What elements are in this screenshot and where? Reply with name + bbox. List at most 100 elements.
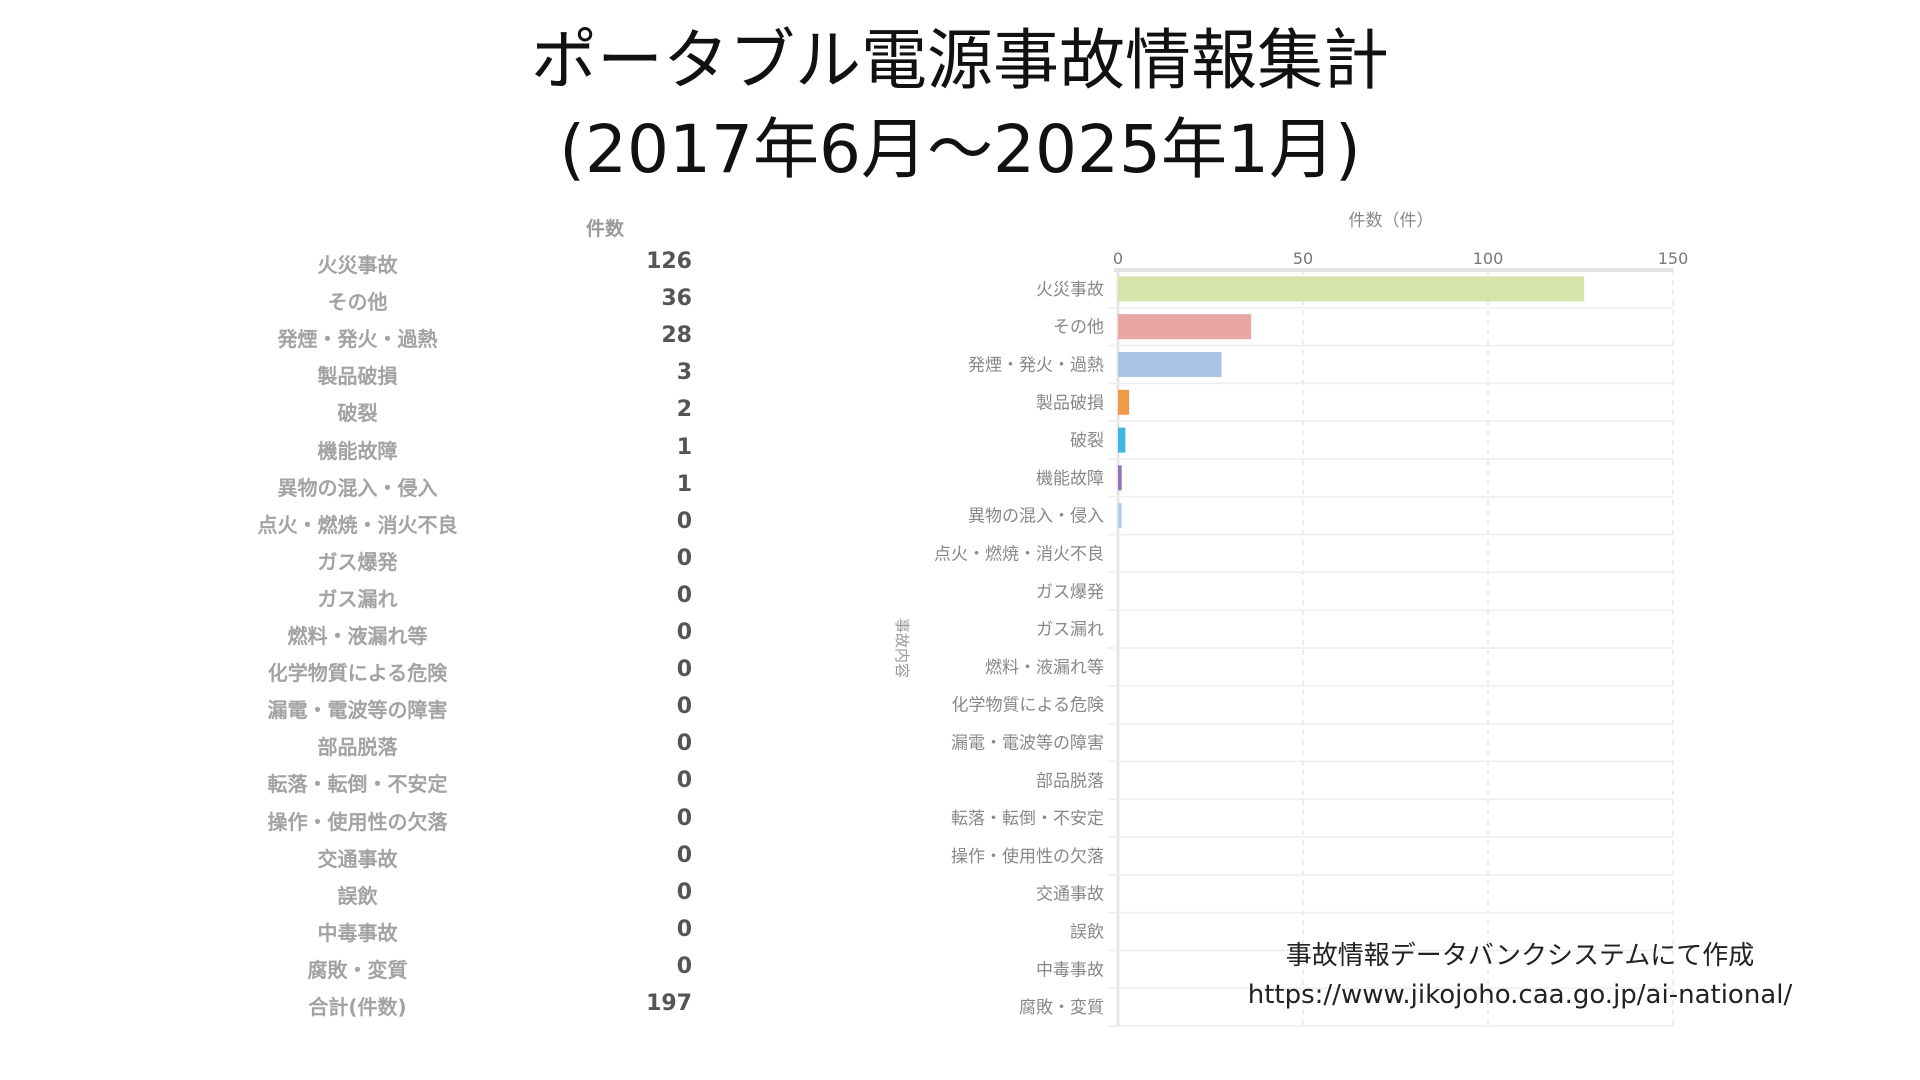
table-row: 火災事故 126 [220, 249, 700, 286]
y-tick-label: 転落・転倒・不安定 [951, 809, 1104, 829]
y-tick-label: 破裂 [1070, 431, 1104, 451]
y-tick-label: 操作・使用性の欠落 [951, 846, 1104, 867]
y-tick-label: 中毒事故 [1036, 960, 1104, 980]
table-row-value: 0 [676, 582, 692, 608]
source-url[interactable]: https://www.jikojoho.caa.go.jp/ai-nation… [1247, 980, 1793, 1010]
table-row-label: 点火・燃焼・消火不良 [257, 512, 458, 537]
y-tick-label: 異物の混入・侵入 [968, 507, 1104, 527]
table-row: 燃料・液漏れ等 0 [220, 620, 700, 657]
table-row-label: 交通事故 [317, 846, 398, 871]
page-title: ポータブル電源事故情報集計 [531, 22, 1389, 99]
table-row-value: 0 [676, 694, 692, 720]
table-row-label: 燃料・液漏れ等 [287, 624, 428, 648]
x-tick-label: 50 [1293, 249, 1313, 268]
table-row-value: 0 [676, 768, 692, 794]
x-axis-title: 件数（件） [1349, 211, 1434, 231]
table-row-label: 誤飲 [337, 883, 378, 908]
y-tick-label: ガス漏れ [1036, 620, 1104, 640]
bar [1118, 352, 1222, 377]
table-row-label: 発煙・発火・過熱 [277, 327, 438, 352]
table-row-value: 0 [676, 805, 692, 831]
table-row-label: 腐敗・変質 [307, 957, 408, 982]
table-row-value: 0 [676, 842, 692, 868]
y-tick-label: 腐敗・変質 [1019, 998, 1104, 1018]
source-line-1: 事故情報データバンクシステムにて作成 [1285, 941, 1755, 971]
table-row: ガス漏れ 0 [220, 583, 700, 620]
table-row-value: 0 [676, 731, 692, 757]
table-row-value: 0 [676, 620, 692, 645]
table-row-label: 化学物質による危険 [267, 661, 448, 686]
table-row: 転落・転倒・不安定 0 [220, 768, 700, 805]
y-tick-label: 誤飲 [1070, 923, 1104, 943]
table-row-value: 197 [646, 991, 692, 1016]
table-row-label: 転落・転倒・不安定 [267, 772, 448, 797]
table-row: 漏電・電波等の障害 0 [220, 694, 700, 731]
table-row-value: 0 [676, 879, 692, 905]
table-row-label: その他 [327, 290, 388, 315]
table-row: その他 36 [220, 286, 700, 323]
table-row: 交通事故 0 [220, 843, 700, 880]
x-tick-label: 150 [1658, 249, 1689, 268]
table-row-value: 0 [676, 916, 692, 942]
table-row: 部品脱落 0 [220, 731, 700, 768]
table-row-value: 0 [676, 953, 692, 979]
y-tick-label: 交通事故 [1036, 885, 1104, 905]
table-row: 合計(件数) 197 [220, 991, 700, 1028]
y-tick-label: 化学物質による危険 [952, 696, 1105, 716]
y-tick-label: 機能故障 [1036, 469, 1104, 489]
table-row-label: 異物の混入・侵入 [277, 475, 438, 500]
table-row-label: 中毒事故 [317, 920, 398, 945]
y-axis-title: 事故内容 [893, 618, 911, 678]
table-row-value: 28 [661, 323, 692, 349]
table-row-label: 漏電・電波等の障害 [267, 698, 448, 723]
table-row: 発煙・発火・過熱 28 [220, 323, 700, 360]
table-row: 製品破損 3 [220, 360, 700, 397]
table-row-value: 0 [676, 508, 692, 534]
table-row-label: 操作・使用性の欠落 [267, 809, 448, 834]
table-row-value: 0 [676, 657, 692, 683]
table-row-value: 36 [661, 286, 692, 312]
table-row: 操作・使用性の欠落 0 [220, 806, 700, 843]
table-row: 機能故障 1 [220, 435, 700, 472]
bar [1118, 427, 1126, 453]
y-tick-label: 点火・燃焼・消火不良 [934, 545, 1104, 565]
bar [1118, 389, 1130, 415]
table-row: ガス爆発 0 [220, 546, 700, 583]
x-tick-label: 100 [1473, 249, 1504, 268]
table-row: 破裂 2 [220, 397, 700, 434]
y-tick-label: 火災事故 [1036, 280, 1104, 300]
page-subtitle: (2017年6月～2025年1月) [559, 111, 1361, 188]
bar [1118, 465, 1122, 491]
table-row-value: 126 [646, 249, 692, 274]
table-row-value: 0 [676, 545, 692, 571]
table-row: 誤飲 0 [220, 880, 700, 917]
table-row: 腐敗・変質 0 [220, 954, 700, 991]
y-tick-label: 燃料・液漏れ等 [985, 658, 1104, 678]
table-row-value: 3 [676, 360, 692, 386]
table-header-count: 件数 [585, 218, 624, 240]
table-row: 中毒事故 0 [220, 917, 700, 954]
table-row-value: 1 [676, 434, 692, 460]
y-tick-label: 部品脱落 [1036, 771, 1104, 791]
table-row-value: 2 [676, 397, 692, 423]
y-tick-label: その他 [1053, 318, 1104, 338]
bar [1118, 503, 1122, 529]
table-row: 異物の混入・侵入 1 [220, 472, 700, 509]
table-row-label: 火災事故 [317, 253, 398, 277]
table-row: 化学物質による危険 0 [220, 657, 700, 694]
table-row-label: 破裂 [337, 401, 378, 426]
table-row-label: ガス漏れ [317, 586, 398, 611]
table-row-label: 部品脱落 [317, 735, 398, 760]
bar [1118, 276, 1585, 302]
y-tick-label: 漏電・電波等の障害 [951, 734, 1104, 754]
table-row-label: 合計(件数) [308, 995, 407, 1019]
bar [1118, 314, 1252, 340]
x-tick-label: 0 [1113, 249, 1123, 268]
table-row-label: 機能故障 [317, 438, 398, 463]
y-tick-label: 製品破損 [1036, 393, 1104, 413]
y-tick-label: 発煙・発火・過熱 [968, 356, 1104, 376]
y-tick-label: ガス爆発 [1036, 582, 1104, 602]
table-row-label: ガス爆発 [317, 549, 398, 574]
source-note: 事故情報データバンクシステムにて作成 https://www.jikojoho.… [1200, 937, 1840, 1015]
